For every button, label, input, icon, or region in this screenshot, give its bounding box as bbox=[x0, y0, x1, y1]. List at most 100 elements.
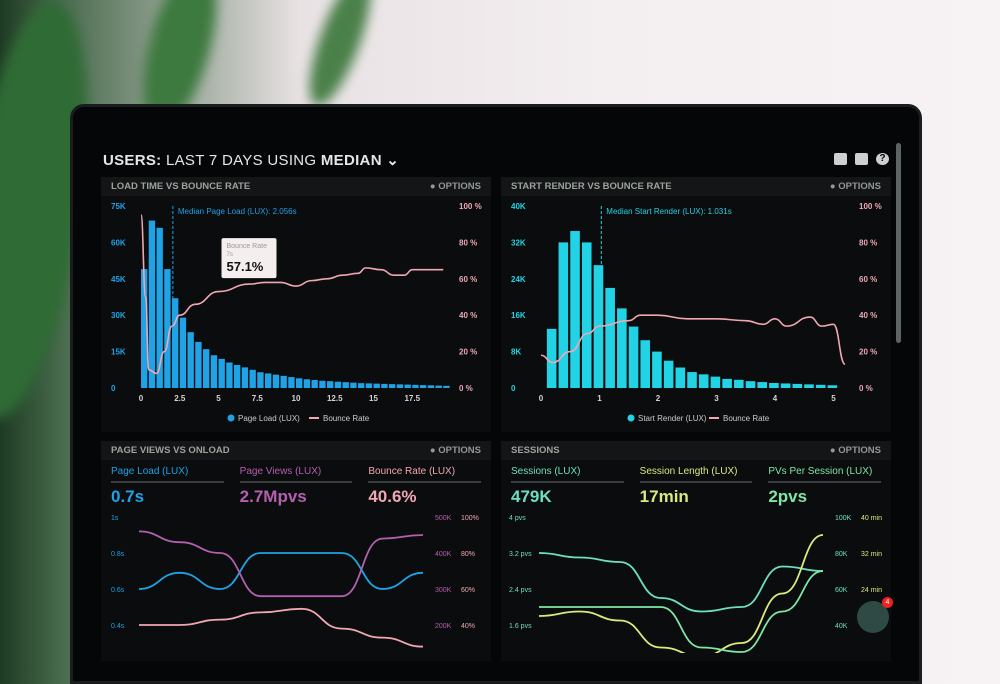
kpi[interactable]: PVs Per Session (LUX) 2pvs bbox=[768, 466, 882, 507]
histogram-bar[interactable] bbox=[365, 383, 373, 388]
histogram-bar[interactable] bbox=[581, 242, 592, 388]
histogram-bar[interactable] bbox=[652, 351, 662, 388]
histogram-bar[interactable] bbox=[241, 367, 249, 388]
histogram-bar[interactable] bbox=[722, 378, 732, 388]
histogram-bar[interactable] bbox=[792, 383, 803, 388]
x-tick: 5 bbox=[216, 394, 221, 403]
kpi[interactable]: Bounce Rate (LUX) 40.6% bbox=[368, 466, 482, 507]
histogram-bar[interactable] bbox=[311, 379, 318, 388]
kpi[interactable]: Page Load (LUX) 0.7s bbox=[111, 466, 224, 507]
histogram-bar[interactable] bbox=[148, 220, 156, 388]
y-tick: 3.2 pvs bbox=[509, 551, 532, 558]
x-tick: 12.5 bbox=[327, 394, 343, 403]
histogram-bar[interactable] bbox=[435, 385, 442, 388]
histogram-bar[interactable] bbox=[675, 367, 686, 388]
histogram-bar[interactable] bbox=[141, 269, 148, 388]
histogram-bar[interactable] bbox=[710, 376, 721, 388]
panel-title: START RENDER VS BOUNCE RATE bbox=[511, 181, 672, 192]
histogram-bar[interactable] bbox=[172, 298, 179, 388]
histogram-bar[interactable] bbox=[265, 373, 272, 388]
scrollbar[interactable] bbox=[896, 143, 901, 343]
histogram-bar[interactable] bbox=[226, 362, 233, 388]
histogram-bar[interactable] bbox=[210, 355, 218, 388]
options-button[interactable]: ● OPTIONS bbox=[429, 445, 481, 456]
panel-title: LOAD TIME VS BOUNCE RATE bbox=[111, 181, 251, 192]
histogram-bar[interactable] bbox=[404, 384, 411, 388]
histogram-bar[interactable] bbox=[640, 340, 651, 388]
histogram-bar[interactable] bbox=[381, 383, 388, 388]
options-button[interactable]: ● OPTIONS bbox=[429, 181, 481, 192]
monitor-icon[interactable] bbox=[834, 153, 847, 165]
histogram-bar[interactable] bbox=[218, 358, 225, 388]
histogram-bar[interactable] bbox=[272, 374, 280, 388]
histogram-bar[interactable] bbox=[570, 231, 580, 388]
histogram-bar[interactable] bbox=[203, 349, 210, 388]
histogram-bar[interactable] bbox=[757, 382, 768, 388]
histogram-bar[interactable] bbox=[780, 383, 791, 388]
histogram-bar[interactable] bbox=[558, 242, 569, 388]
y-tick-left: 24K bbox=[511, 275, 526, 284]
histogram-bar[interactable] bbox=[443, 385, 450, 388]
histogram-bar[interactable] bbox=[420, 385, 427, 388]
histogram-bar[interactable] bbox=[373, 383, 380, 388]
panel-load-time: LOAD TIME VS BOUNCE RATE ● OPTIONS Median … bbox=[101, 177, 491, 432]
share-icon[interactable] bbox=[855, 153, 868, 165]
histogram-bar[interactable] bbox=[412, 384, 419, 388]
histogram-bar[interactable] bbox=[334, 381, 342, 388]
histogram-bar[interactable] bbox=[249, 369, 256, 388]
histogram-bar[interactable] bbox=[280, 375, 287, 388]
histogram-bar[interactable] bbox=[546, 328, 557, 388]
histogram-bar[interactable] bbox=[628, 326, 639, 388]
histogram-bar[interactable] bbox=[698, 374, 709, 388]
kpi-value: 17min bbox=[639, 487, 689, 506]
options-label: OPTIONS bbox=[838, 181, 881, 192]
histogram-bar[interactable] bbox=[303, 379, 311, 388]
series-line bbox=[138, 530, 424, 598]
histogram-bar[interactable] bbox=[156, 227, 163, 388]
histogram-bar[interactable] bbox=[234, 364, 241, 388]
kpi[interactable]: Page Views (LUX) 2.7Mpvs bbox=[239, 466, 353, 507]
options-button[interactable]: ● OPTIONS bbox=[829, 445, 881, 456]
histogram-bar[interactable] bbox=[327, 381, 334, 388]
histogram-bar[interactable] bbox=[396, 384, 404, 388]
chat-button[interactable]: 4 bbox=[857, 597, 893, 633]
histogram-bar[interactable] bbox=[257, 372, 264, 388]
histogram-bar[interactable] bbox=[389, 384, 396, 388]
chevron-down-icon[interactable]: ⌄ bbox=[386, 152, 400, 169]
histogram-bar[interactable] bbox=[342, 382, 349, 388]
histogram-bar[interactable] bbox=[350, 382, 357, 388]
histogram-bar[interactable] bbox=[319, 380, 326, 388]
y-tick: 100% bbox=[461, 515, 479, 522]
legend-label: Bounce Rate bbox=[323, 414, 370, 423]
histogram-bar[interactable] bbox=[288, 377, 295, 388]
dashboard-title[interactable]: USERS: LAST 7 DAYS USING MEDIAN ⌄ bbox=[103, 151, 399, 169]
kpi[interactable]: Session Length (LUX) 17min bbox=[639, 466, 753, 507]
histogram-bar[interactable] bbox=[164, 269, 171, 388]
histogram-bar[interactable] bbox=[179, 317, 187, 388]
options-button[interactable]: ● OPTIONS bbox=[829, 181, 881, 192]
histogram-bar[interactable] bbox=[815, 384, 826, 388]
kpi[interactable]: Sessions (LUX) 479K bbox=[511, 466, 624, 507]
histogram-bar[interactable] bbox=[358, 383, 365, 388]
help-icon[interactable]: ? bbox=[876, 153, 889, 165]
histogram-bar[interactable] bbox=[734, 379, 744, 388]
histogram-bar[interactable] bbox=[296, 378, 303, 388]
median-annotation: Median Page Load (LUX): 2.056s bbox=[178, 207, 297, 216]
histogram-bar[interactable] bbox=[195, 341, 202, 388]
histogram-bar[interactable] bbox=[804, 384, 814, 388]
histogram-bar[interactable] bbox=[663, 360, 674, 388]
histogram-bar[interactable] bbox=[617, 308, 627, 388]
histogram-bar[interactable] bbox=[605, 287, 615, 388]
histogram-bar[interactable] bbox=[745, 381, 756, 388]
y-tick-right: 60 % bbox=[459, 275, 477, 284]
histogram-bar[interactable] bbox=[187, 332, 194, 388]
options-label: OPTIONS bbox=[438, 445, 481, 456]
histogram-bar[interactable] bbox=[427, 385, 435, 388]
y-tick: 0.4s bbox=[111, 623, 125, 630]
histogram-bar[interactable] bbox=[687, 372, 697, 388]
histogram-bar[interactable] bbox=[827, 385, 838, 388]
kpi-row: Page Load (LUX) 0.7s Page Views (LUX) 2.7Mp… bbox=[101, 460, 491, 507]
histogram-bar[interactable] bbox=[769, 382, 779, 388]
legend-swatch-bars bbox=[227, 414, 235, 422]
y-tick-right: 0 % bbox=[859, 384, 873, 393]
